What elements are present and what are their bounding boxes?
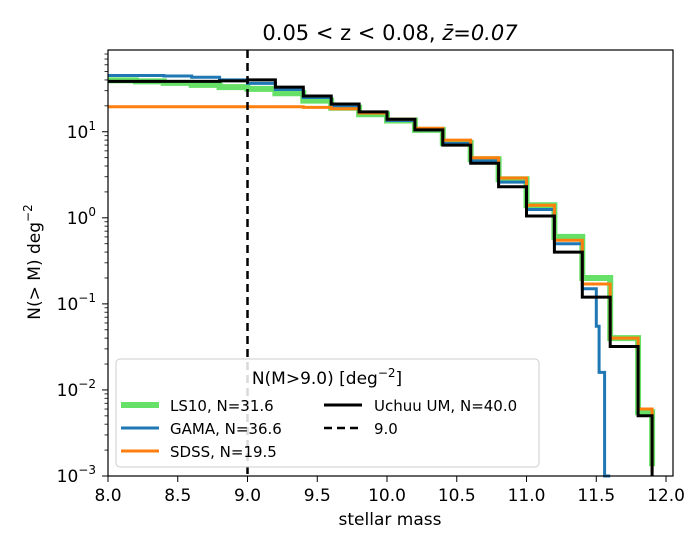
series-line-2 xyxy=(108,105,654,473)
y-tick-label: 10−3 xyxy=(57,463,96,487)
legend-label-uchuu: Uchuu UM, N=40.0 xyxy=(374,397,517,415)
legend-label-sdss: SDSS, N=19.5 xyxy=(170,443,277,461)
x-tick-label: 9.5 xyxy=(304,486,331,506)
y-axis-ticks: 101 100 10−1 10−2 10−3 xyxy=(57,53,108,487)
legend-box xyxy=(115,358,540,468)
legend-title-exp: −2 xyxy=(378,366,396,380)
y-axis-label-exp: −2 xyxy=(21,204,35,222)
chart-title-zbar: z̄=0.07 xyxy=(441,21,518,45)
x-tick-label: 8.5 xyxy=(164,486,191,506)
x-tick-label: 11.5 xyxy=(577,486,615,506)
y-tick-label: 10−1 xyxy=(57,291,96,315)
legend-label-gama: GAMA, N=36.6 xyxy=(170,420,282,438)
legend-title: N(M>9.0) [deg−2] xyxy=(252,366,402,389)
x-tick-label: 12.0 xyxy=(647,486,685,506)
y-tick-label: 100 xyxy=(67,205,96,229)
legend-label-vline: 9.0 xyxy=(374,420,398,438)
x-tick-label: 8.0 xyxy=(94,486,121,506)
x-axis-label: stellar mass xyxy=(339,510,442,530)
legend: N(M>9.0) [deg−2] LS10, N=31.6 GAMA, N=36… xyxy=(115,358,540,468)
y-axis-label: N(> M) deg−2 xyxy=(21,204,45,319)
x-tick-label: 11.0 xyxy=(508,486,546,506)
x-axis-ticks: 8.0 8.5 9.0 9.5 10.0 10.5 11.0 11.5 12.0 xyxy=(94,476,685,506)
x-tick-label: 9.0 xyxy=(234,486,261,506)
chart-title: 0.05 < z < 0.08, z̄=0.07 xyxy=(262,21,518,45)
x-tick-label: 10.0 xyxy=(368,486,406,506)
legend-label-ls10: LS10, N=31.6 xyxy=(170,397,274,415)
legend-title-close: ] xyxy=(396,369,403,389)
y-tick-label: 101 xyxy=(67,119,96,143)
y-tick-label: 10−2 xyxy=(57,377,96,401)
x-tick-label: 10.5 xyxy=(438,486,476,506)
